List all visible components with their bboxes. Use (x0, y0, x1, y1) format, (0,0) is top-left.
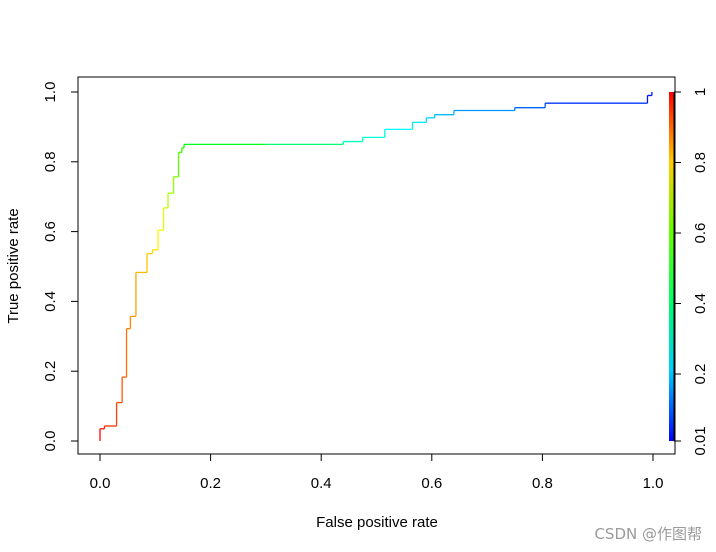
roc-curve (99, 92, 653, 441)
x-tick-label: 0.0 (90, 475, 111, 492)
y-tick-label: 0.2 (42, 361, 59, 382)
watermark: CSDN @作图帮 (594, 525, 702, 543)
colorbar-tick-label: 0.6 (692, 223, 709, 244)
x-tick-label: 0.6 (421, 475, 442, 492)
x-tick-label: 0.8 (532, 475, 553, 492)
y-axis-title: True positive rate (5, 208, 22, 323)
colorbar (669, 92, 674, 441)
colorbar-tick-label: 1 (692, 88, 709, 96)
y-tick-label: 1.0 (42, 82, 59, 103)
x-tick-label: 0.4 (311, 475, 332, 492)
plot-frame (77, 76, 676, 455)
x-tick-label: 1.0 (643, 475, 664, 492)
y-tick-label: 0.6 (42, 221, 59, 242)
y-tick-label: 0.4 (42, 291, 59, 312)
x-axis: 0.0 0.2 0.4 0.6 0.8 1.0 (90, 453, 664, 492)
colorbar-axis: 0.01 0.2 0.4 0.6 0.8 1 (673, 88, 709, 456)
x-tick-label: 0.2 (200, 475, 221, 492)
y-tick-label: 0.0 (42, 431, 59, 452)
colorbar-tick-label: 0.01 (692, 426, 709, 455)
x-axis-title: False positive rate (316, 514, 438, 531)
colorbar-tick-label: 0.4 (692, 293, 709, 314)
colorbar-tick-label: 0.8 (692, 152, 709, 173)
y-axis: 0.0 0.2 0.4 0.6 0.8 1.0 (42, 82, 79, 452)
y-tick-label: 0.8 (42, 151, 59, 172)
colorbar-strip (669, 92, 674, 441)
colorbar-tick-label: 0.2 (692, 364, 709, 385)
